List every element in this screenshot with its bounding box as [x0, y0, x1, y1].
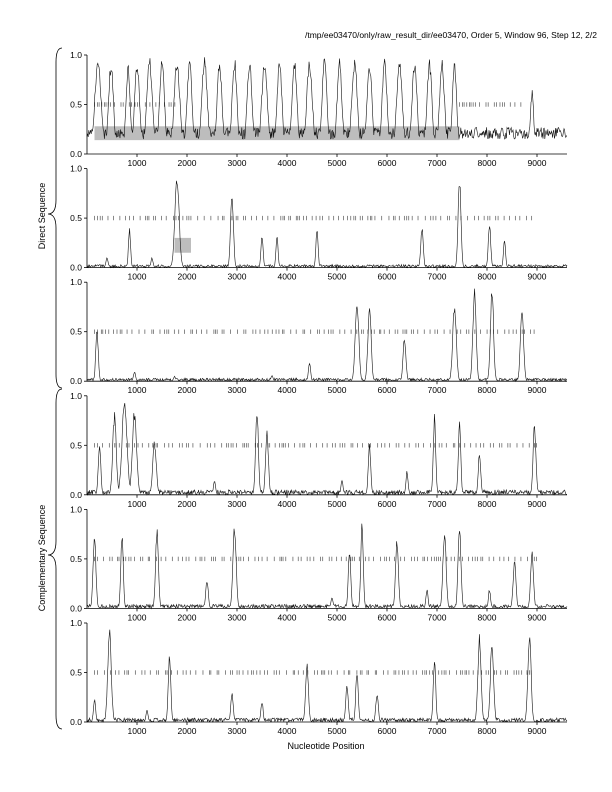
x-tick-label: 2000 — [178, 612, 197, 622]
x-tick-label: 9000 — [528, 726, 547, 736]
data-series-line — [86, 180, 568, 269]
x-tick-label: 6000 — [378, 726, 397, 736]
x-tick-label: 4000 — [278, 158, 297, 168]
y-tick-label: 1.0 — [70, 277, 82, 287]
x-axis-label: Nucleotide Position — [287, 741, 364, 751]
data-series-line — [86, 629, 568, 723]
x-tick-label: 5000 — [328, 272, 347, 282]
x-tick-label: 1000 — [128, 612, 147, 622]
x-tick-label: 4000 — [278, 612, 297, 622]
direct-frame-3-panel: 0.0 0.5 1.0 1000 2000 3000 4000 5000 6000 7000 800… — [70, 277, 568, 395]
data-series-line — [86, 523, 568, 610]
data-series-line — [86, 288, 568, 383]
x-tick-label: 6000 — [378, 272, 397, 282]
x-tick-label: 1000 — [128, 272, 147, 282]
x-tick-label: 5000 — [328, 726, 347, 736]
x-tick-label: 1000 — [128, 158, 147, 168]
direct-sequence-label: Direct Sequence — [37, 183, 47, 250]
data-series-line — [86, 403, 568, 496]
y-tick-label: 1.0 — [70, 391, 82, 401]
x-tick-label: 8000 — [478, 726, 497, 736]
x-tick-label: 7000 — [428, 272, 447, 282]
x-tick-label: 2000 — [178, 158, 197, 168]
x-tick-label: 7000 — [428, 726, 447, 736]
x-tick-label: 2000 — [178, 385, 197, 395]
x-tick-label: 3000 — [228, 726, 247, 736]
y-tick-label: 1.0 — [70, 618, 82, 628]
y-tick-label: 1.0 — [70, 50, 82, 60]
x-tick-label: 7000 — [428, 385, 447, 395]
x-tick-label: 8000 — [478, 385, 497, 395]
x-tick-label: 9000 — [528, 385, 547, 395]
x-tick-label: 2000 — [178, 726, 197, 736]
plot-panels: 0.0 0.5 1.0 1000 2000 3000 4000 5000 6000 7000 800… — [70, 50, 568, 736]
complementary-sequence-label: Complementary Sequence — [37, 505, 47, 612]
y-tick-label: 0.0 — [70, 603, 82, 613]
x-tick-label: 3000 — [228, 158, 247, 168]
x-tick-label: 3000 — [228, 272, 247, 282]
y-tick-label: 0.5 — [70, 327, 82, 337]
x-tick-label: 1000 — [128, 499, 147, 509]
y-tick-label: 0.5 — [70, 213, 82, 223]
y-tick-label: 1.0 — [70, 504, 82, 514]
x-tick-label: 5000 — [328, 158, 347, 168]
x-tick-label: 9000 — [528, 158, 547, 168]
x-tick-label: 6000 — [378, 158, 397, 168]
x-tick-label: 9000 — [528, 272, 547, 282]
x-tick-label: 7000 — [428, 612, 447, 622]
direct-frame-1-panel: 0.0 0.5 1.0 1000 2000 3000 4000 5000 6000 7000 800… — [70, 50, 568, 168]
x-tick-label: 1000 — [128, 726, 147, 736]
data-series-line — [86, 57, 568, 140]
x-tick-label: 9000 — [528, 612, 547, 622]
shaded-region — [174, 237, 191, 253]
x-tick-label: 5000 — [328, 385, 347, 395]
y-tick-label: 0.0 — [70, 717, 82, 727]
x-tick-label: 8000 — [478, 158, 497, 168]
x-tick-label: 5000 — [328, 499, 347, 509]
shaded-region — [94, 126, 460, 141]
x-tick-label: 4000 — [278, 726, 297, 736]
y-tick-label: 0.5 — [70, 554, 82, 564]
x-tick-label: 3000 — [228, 499, 247, 509]
group-labels: Direct Sequence Complementary Sequence — [37, 47, 63, 730]
y-tick-label: 0.5 — [70, 668, 82, 678]
x-tick-label: 4000 — [278, 385, 297, 395]
x-tick-label: 2000 — [178, 499, 197, 509]
complementary-frame-1-panel: 0.0 0.5 1.0 1000 2000 3000 4000 5000 6000 7000 800… — [70, 391, 568, 509]
y-tick-label: 0.0 — [70, 490, 82, 500]
x-tick-label: 6000 — [378, 612, 397, 622]
x-tick-label: 6000 — [378, 385, 397, 395]
x-tick-label: 1000 — [128, 385, 147, 395]
x-tick-label: 5000 — [328, 612, 347, 622]
x-tick-label: 6000 — [378, 499, 397, 509]
y-tick-label: 1.0 — [70, 164, 82, 174]
y-tick-label: 0.5 — [70, 440, 82, 450]
x-tick-label: 9000 — [528, 499, 547, 509]
x-tick-label: 8000 — [478, 499, 497, 509]
x-tick-label: 8000 — [478, 272, 497, 282]
direct-frame-2-panel: 0.0 0.5 1.0 1000 2000 3000 4000 5000 6000 7000 800… — [70, 164, 568, 282]
x-tick-label: 4000 — [278, 272, 297, 282]
x-tick-label: 4000 — [278, 499, 297, 509]
y-tick-label: 0.0 — [70, 149, 82, 159]
x-tick-label: 3000 — [228, 612, 247, 622]
x-tick-label: 8000 — [478, 612, 497, 622]
complementary-frame-3-panel: 0.0 0.5 1.0 1000 2000 3000 4000 5000 6000 7000 800… — [70, 618, 568, 736]
direct-bracket — [47, 47, 63, 389]
y-tick-label: 0.0 — [70, 263, 82, 273]
x-tick-label: 7000 — [428, 158, 447, 168]
x-tick-label: 7000 — [428, 499, 447, 509]
x-tick-label: 2000 — [178, 272, 197, 282]
complementary-bracket — [47, 388, 63, 730]
y-tick-label: 0.5 — [70, 100, 82, 110]
y-tick-label: 0.0 — [70, 376, 82, 386]
x-tick-label: 3000 — [228, 385, 247, 395]
complementary-frame-2-panel: 0.0 0.5 1.0 1000 2000 3000 4000 5000 6000 7000 800… — [70, 504, 568, 622]
chart-title: /tmp/ee03470/only/raw_result_dir/ee03470… — [305, 30, 597, 40]
